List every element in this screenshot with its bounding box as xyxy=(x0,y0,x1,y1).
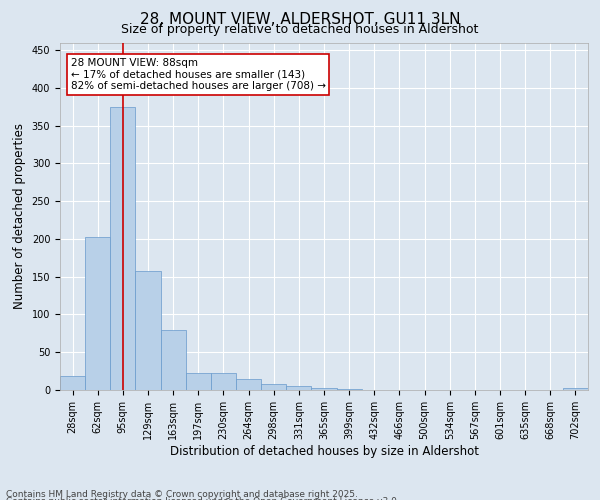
Bar xyxy=(161,330,186,390)
Text: 28, MOUNT VIEW, ALDERSHOT, GU11 3LN: 28, MOUNT VIEW, ALDERSHOT, GU11 3LN xyxy=(140,12,460,28)
Bar xyxy=(563,388,588,390)
Text: 28 MOUNT VIEW: 88sqm
← 17% of detached houses are smaller (143)
82% of semi-deta: 28 MOUNT VIEW: 88sqm ← 17% of detached h… xyxy=(71,58,326,92)
Text: Contains HM Land Registry data © Crown copyright and database right 2025.: Contains HM Land Registry data © Crown c… xyxy=(6,490,358,499)
Bar xyxy=(211,374,236,390)
Bar xyxy=(186,374,211,390)
X-axis label: Distribution of detached houses by size in Aldershot: Distribution of detached houses by size … xyxy=(170,444,479,458)
Y-axis label: Number of detached properties: Number of detached properties xyxy=(13,123,26,309)
Bar xyxy=(236,378,261,390)
Bar xyxy=(60,376,85,390)
Bar xyxy=(110,108,136,390)
Bar xyxy=(311,388,337,390)
Bar xyxy=(85,238,110,390)
Text: Size of property relative to detached houses in Aldershot: Size of property relative to detached ho… xyxy=(121,22,479,36)
Bar xyxy=(286,386,311,390)
Bar xyxy=(136,270,161,390)
Bar xyxy=(261,384,286,390)
Bar xyxy=(337,389,362,390)
Text: Contains public sector information licensed under the Open Government Licence v3: Contains public sector information licen… xyxy=(6,497,400,500)
